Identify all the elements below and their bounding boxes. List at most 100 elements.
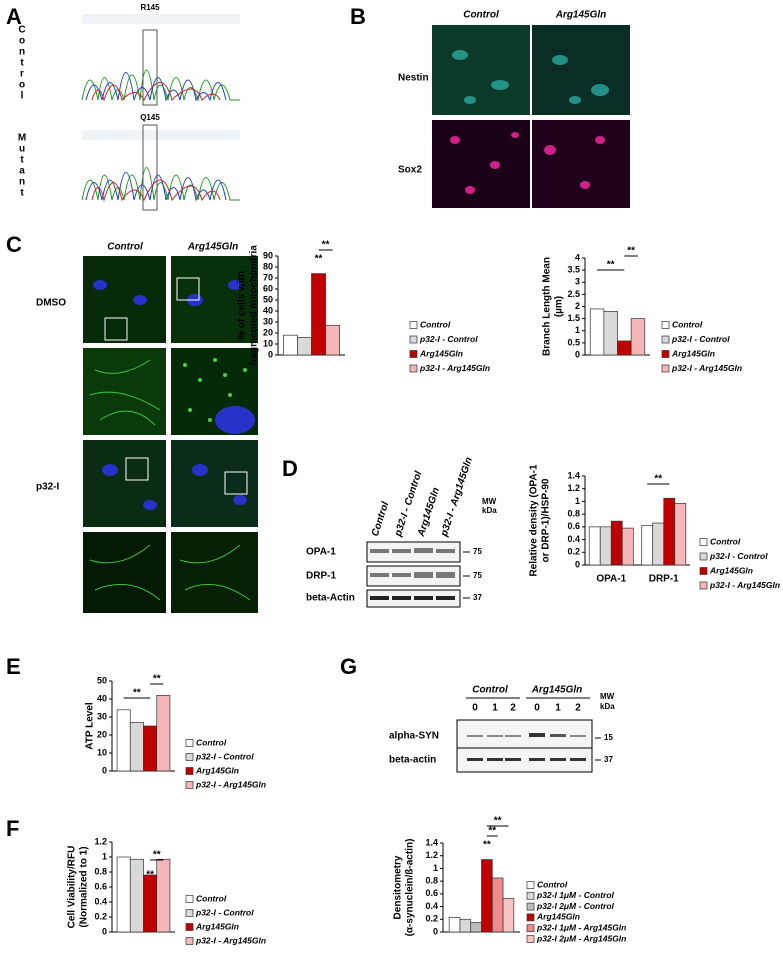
lane-label: 0 (534, 703, 540, 714)
legend-label: Control (420, 319, 451, 329)
legend-label: p32-I - Arg145Gln (419, 363, 490, 373)
letter: o (19, 80, 25, 91)
y-tick-label: 10 (263, 338, 273, 348)
y-tick-label: 1 (575, 325, 580, 335)
legend-label: p32-I - Arg145Gln (709, 580, 780, 590)
legend-swatch (699, 581, 708, 590)
letter: n (19, 47, 25, 58)
micrographs (432, 25, 630, 208)
letter: l (21, 91, 24, 102)
chromatogram (81, 14, 240, 211)
y-axis-label: fragmented mitochondria (249, 245, 260, 366)
bar (459, 918, 472, 933)
lane-label: p32-I - Arg145Gln (439, 456, 475, 539)
letter: t (20, 58, 24, 69)
legend-swatch (185, 781, 194, 789)
y-tick-label: 2.5 (567, 289, 580, 299)
y-axis-label: % of cells with (237, 271, 248, 340)
y-tick-label: 30 (97, 711, 107, 721)
letter: t (20, 155, 24, 166)
y-axis-label: Relative density (OPA-1 (529, 464, 540, 577)
y-tick-label: 10 (97, 747, 107, 757)
bar (283, 334, 298, 356)
y-tick-label: 4 (575, 252, 580, 262)
group-label: Arg145Gln (531, 685, 583, 696)
y-tick-label: 50 (97, 675, 107, 685)
legend-swatch (185, 767, 194, 775)
row-label: Sox2 (398, 165, 422, 176)
significance-label: ** (133, 688, 141, 699)
legend-label: p32-I - Control (195, 751, 254, 761)
column-label: Control (107, 242, 143, 253)
bar (491, 877, 504, 933)
legend-label: p32-I - Control (709, 551, 768, 561)
y-axis-label: Branch Length Mean (542, 257, 553, 356)
y-tick-label: 0 (268, 349, 273, 359)
legend-swatch (185, 753, 194, 761)
legend-label: p32-I - Control (419, 334, 478, 344)
legend-label: Control (537, 879, 568, 889)
y-tick-label: 0.6 (94, 881, 107, 891)
panel-label: C (6, 232, 22, 257)
bar (610, 520, 623, 566)
y-tick-label: 0.4 (567, 534, 580, 544)
y-tick-label: 20 (263, 327, 273, 337)
column-label: Control (463, 10, 499, 21)
row-label: DMSO (36, 298, 66, 309)
band-label: OPA-1 (306, 547, 336, 558)
legend-label: Arg145Gln (671, 348, 715, 358)
y-axis-label: (Normalized to 1) (79, 846, 90, 927)
mw-marker: 75 (473, 571, 482, 580)
mw-label: MW (600, 692, 615, 701)
bar (143, 725, 158, 772)
legend-swatch (409, 350, 418, 358)
panel-label: G (340, 654, 357, 679)
y-tick-label: 40 (263, 305, 273, 315)
legend-swatch (661, 321, 670, 329)
legend-label: Arg145Gln (419, 348, 463, 358)
legend-swatch (409, 335, 418, 344)
y-axis-label: ATP Level (85, 702, 96, 750)
y-tick-label: 1.2 (94, 836, 107, 846)
y-tick-label: 50 (263, 294, 273, 304)
legend-swatch (526, 881, 535, 889)
y-tick-label: 0.6 (425, 888, 438, 898)
lane-label: 1 (492, 703, 498, 714)
legend-swatch (526, 924, 535, 933)
y-tick-label: 1.4 (567, 470, 580, 480)
significance-label: ** (322, 240, 330, 251)
bar (652, 522, 665, 566)
legend-swatch (661, 350, 670, 358)
mw-marker: 75 (473, 547, 482, 556)
bar (470, 922, 482, 933)
micrographs (83, 256, 258, 613)
legend-swatch (409, 321, 418, 329)
legend-label: Arg145Gln (195, 765, 239, 775)
bar (674, 502, 687, 566)
panel-label: F (6, 816, 19, 841)
band-label: alpha-SYN (389, 731, 439, 742)
bar (448, 917, 461, 933)
y-tick-label: 80 (263, 261, 273, 271)
legend-swatch (185, 909, 194, 917)
y-axis-label: Cell Viability/RFU (67, 846, 78, 929)
mw-marker: 37 (473, 593, 482, 602)
legend-swatch (699, 552, 708, 561)
legend-label: Arg145Gln (195, 921, 239, 931)
significance-label: ** (627, 246, 635, 257)
y-axis-label: Densitometry (393, 855, 404, 919)
legend-label: Control (196, 737, 227, 747)
column-label: Arg145Gln (187, 242, 239, 253)
y-axis-label: (α-synuclein/ß-actin) (405, 839, 416, 937)
mw-label: MW (482, 497, 497, 506)
legend-swatch (699, 538, 708, 546)
y-tick-label: 0 (575, 349, 580, 359)
legend-label: p32-I 2μM - Arg145Gln (536, 933, 626, 943)
bar (630, 318, 646, 356)
legend-label: p32-I - Arg145Gln (195, 779, 266, 789)
lane-label: Arg145Gln (416, 486, 442, 538)
mw-label: kDa (482, 506, 497, 515)
row-label: p32-I (36, 482, 60, 493)
y-tick-label: 60 (263, 283, 273, 293)
